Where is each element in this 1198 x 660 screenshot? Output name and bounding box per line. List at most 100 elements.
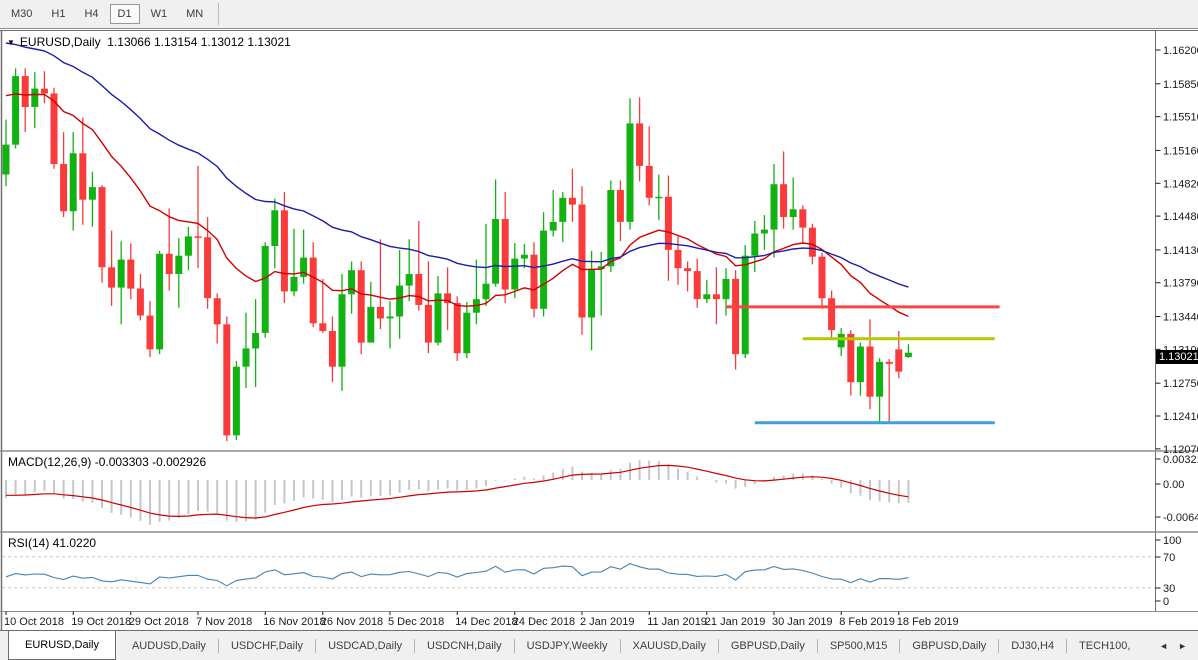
candle-body-bull — [367, 306, 375, 343]
tab-gbpusd-daily[interactable]: GBPUSD,Daily — [730, 639, 805, 652]
candle-body-bull — [271, 210, 279, 246]
candle-body-bear — [40, 88, 48, 94]
candle-body-bear — [530, 254, 538, 309]
date-tick-label: 30 Jan 2019 — [772, 616, 833, 628]
tab-separator — [816, 638, 818, 653]
candle-body-bull — [290, 276, 298, 292]
timeframe-button-d1[interactable]: D1 — [109, 4, 140, 24]
candle-body-bull — [338, 294, 346, 367]
candle-body-bull — [904, 352, 912, 357]
price-tick-label: 1.14130 — [1163, 245, 1198, 257]
date-tick-label: 8 Feb 2019 — [839, 616, 895, 628]
candle-body-bull — [770, 184, 778, 230]
candle-body-bull — [396, 285, 404, 317]
timeframe-toolbar: M30 H1 H4 D1 W1 MN — [0, 0, 1198, 29]
candle-body-bull — [876, 361, 884, 397]
candle-body-bull — [837, 333, 845, 348]
tab-scroll-right-icon[interactable]: ► — [1178, 640, 1187, 651]
rsi-tick-label: 100 — [1163, 535, 1181, 547]
candle-body-bull — [117, 259, 125, 288]
tab-usdchf-daily[interactable]: USDCHF,Daily — [230, 639, 304, 652]
timeframe-button-h1[interactable]: H1 — [51, 8, 66, 20]
tab-usdjpy-weekly[interactable]: USDJPY,Weekly — [526, 639, 608, 652]
candle-body-bear — [223, 324, 231, 436]
candle-body-bull — [549, 221, 557, 231]
tab-eurusd-daily[interactable]: EURUSD,Daily — [8, 631, 116, 660]
date-tick-label: 5 Dec 2018 — [388, 616, 444, 628]
candle-body-bull — [12, 76, 20, 145]
timeframe-button-w1[interactable]: W1 — [150, 8, 168, 20]
candle-body-bull — [434, 293, 442, 343]
candle-body-bear — [712, 294, 720, 300]
candle-body-bear — [376, 306, 384, 319]
rsi-tick-label: 30 — [1163, 583, 1175, 595]
chart-tab-bar: EURUSD,Daily AUDUSD,Daily USDCHF,Daily USDC… — [0, 630, 1198, 660]
candle-body-bear — [280, 210, 288, 292]
candle-body-bull — [242, 348, 250, 367]
price-tick-label: 1.13790 — [1163, 278, 1198, 290]
candle-body-bear — [866, 346, 874, 397]
candle-body-bear — [127, 259, 135, 289]
candle-body-bear — [444, 293, 452, 304]
candle-body-bear — [885, 361, 893, 364]
candle-body-bear — [568, 197, 576, 205]
chart-title: ▼ EURUSD,Daily 1.13066 1.13154 1.13012 1.… — [7, 35, 291, 49]
tab-xauusd-daily[interactable]: XAUUSD,Daily — [632, 639, 706, 652]
macd-signal-line — [6, 464, 909, 519]
candle-body-bear — [424, 304, 432, 343]
candle-body-bear — [98, 187, 106, 268]
candle-body-bear — [146, 315, 154, 350]
chart-symbol-label: EURUSD,Daily — [19, 35, 101, 49]
tab-tech100[interactable]: TECH100, — [1079, 639, 1131, 652]
candle-body-bear — [636, 123, 644, 166]
candle-body-bull — [703, 294, 711, 300]
tab-usdcnh-daily[interactable]: USDCNH,Daily — [427, 639, 502, 652]
tab-usdcad-daily[interactable]: USDCAD,Daily — [328, 639, 403, 652]
candle-body-bull — [156, 253, 164, 350]
price-tick-label: 1.14820 — [1163, 178, 1198, 190]
candle-body-bear — [60, 164, 68, 212]
candle-body-bull — [69, 153, 77, 212]
candle-body-bear — [664, 196, 672, 250]
tab-audusd-daily[interactable]: AUDUSD,Daily — [131, 639, 206, 652]
current-price-badge: 1.13021 — [1156, 350, 1198, 364]
candle-body-bull — [261, 246, 269, 333]
candle-body-bear — [328, 331, 336, 367]
tab-separator — [414, 638, 416, 653]
price-tick-label: 1.15510 — [1163, 112, 1198, 124]
candle-body-bear — [309, 257, 317, 324]
tab-gbpusd-daily[interactable]: GBPUSD,Daily — [912, 639, 987, 652]
tab-dj30-h4[interactable]: DJ30,H4 — [1011, 639, 1055, 652]
tab-sp500-m15[interactable]: SP500,M15 — [829, 639, 888, 652]
candle-body-bear — [501, 219, 509, 290]
price-tick-label: 1.16200 — [1163, 45, 1198, 57]
candlesticks — [2, 68, 912, 442]
candle-body-bull — [760, 229, 768, 234]
candle-body-bull — [626, 123, 634, 222]
candle-body-bear — [645, 165, 653, 198]
candle-body-bear — [213, 298, 221, 325]
tab-scroll-left-icon[interactable]: ◄ — [1159, 640, 1169, 651]
candle-body-bear — [108, 267, 116, 288]
candle-body-bull — [463, 312, 471, 354]
candle-body-bull — [386, 316, 394, 319]
chart-dropdown-icon[interactable]: ▼ — [7, 38, 15, 47]
timeframe-button-m30[interactable]: M30 — [11, 8, 33, 20]
ma-fast-line — [5, 93, 909, 318]
date-tick-label: 19 Oct 2018 — [71, 616, 131, 628]
tab-separator — [619, 638, 621, 653]
candle-body-bear — [453, 303, 461, 354]
timeframe-button-mn[interactable]: MN — [186, 8, 204, 20]
timeframe-button-h4[interactable]: H4 — [84, 8, 99, 20]
price-tick-label: 1.15850 — [1163, 79, 1198, 91]
rsi-line — [5, 562, 909, 587]
candle-body-bull — [789, 209, 797, 217]
tab-separator — [899, 638, 901, 653]
price-tick-label: 1.15160 — [1163, 145, 1198, 157]
candle-body-bear — [780, 184, 788, 217]
candle-body-bear — [165, 253, 173, 275]
price-tick-label: 1.12750 — [1163, 378, 1198, 390]
macd-indicator-label: MACD(12,26,9) -0.003303 -0.002926 — [8, 455, 207, 469]
